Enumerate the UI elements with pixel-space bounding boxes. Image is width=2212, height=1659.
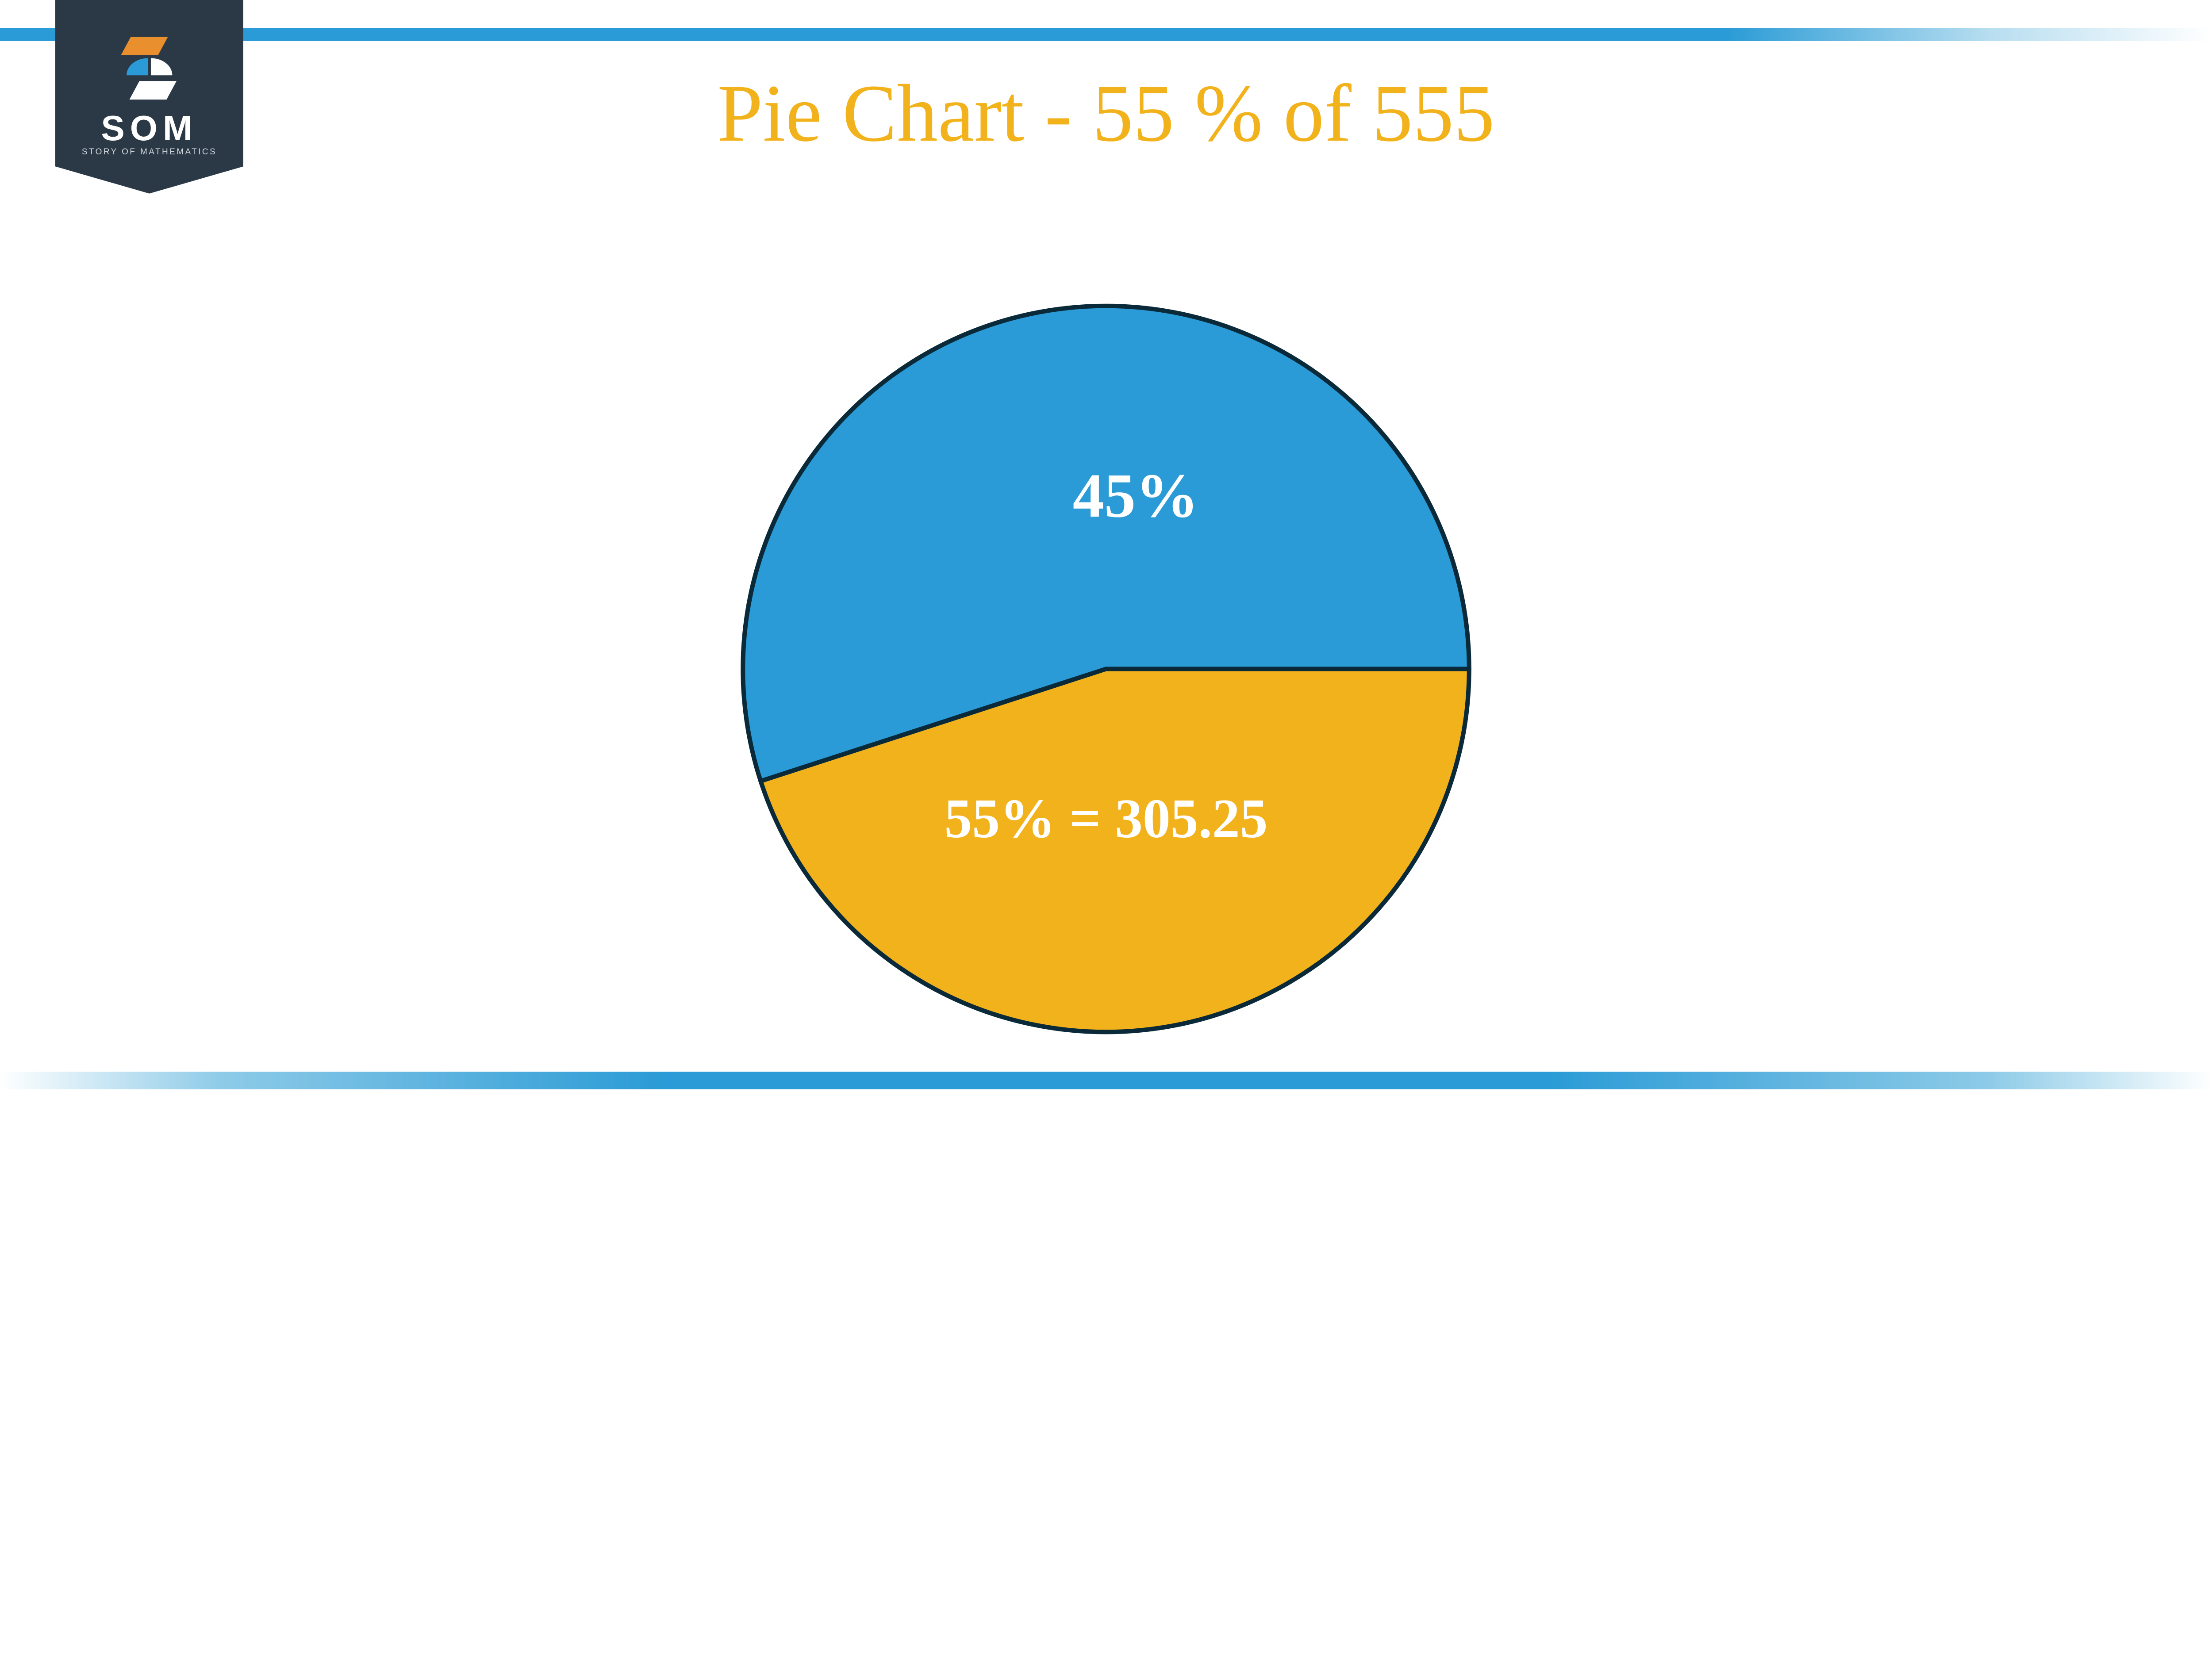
pie-label-55: 55% = 305.25 [944,788,1267,850]
bottom-accent-bar [0,1072,2212,1089]
pie-chart: 45% 55% = 305.25 [736,299,1477,1039]
top-accent-bar [0,28,2212,41]
figure-canvas: SOM STORY OF MATHEMATICS Pie Chart - 55 … [0,0,2212,1106]
pie-svg: 45% 55% = 305.25 [736,299,1477,1039]
pie-label-45: 45% [1073,460,1199,530]
chart-title: Pie Chart - 55 % of 555 [0,66,2212,161]
